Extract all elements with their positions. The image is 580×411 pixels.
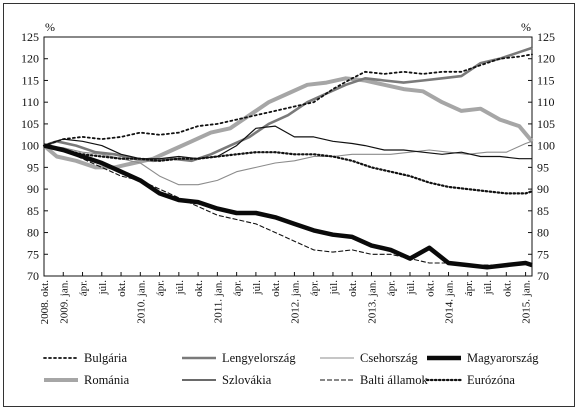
y-tick-label-left: 115 xyxy=(21,73,39,87)
legend-item: Lengyelország xyxy=(182,351,296,365)
x-tick-label: 2013. jan. xyxy=(366,280,378,324)
y-tick-label-right: 80 xyxy=(537,226,549,240)
y-unit-label-right: % xyxy=(521,20,531,34)
legend-label: Lengyelország xyxy=(222,351,296,365)
y-tick-label-right: 85 xyxy=(537,204,549,218)
chart-axes: 70 70 75 75 80 80 85 85 90 90 95 95 100 100 105 105 110 1… xyxy=(21,20,555,324)
legend-item: Csehország xyxy=(320,351,418,365)
y-tick-label-left: 110 xyxy=(21,95,39,109)
x-tick-label: júl. xyxy=(97,280,109,296)
x-tick-label: okt. xyxy=(347,280,359,297)
series-line-2 xyxy=(42,76,534,170)
legend-label: Csehország xyxy=(360,351,418,365)
x-tick-label: 2015. jan. xyxy=(521,280,533,324)
legend-item: Eurózóna xyxy=(425,373,515,387)
legend: Bulgária Lengyelország Csehország Magyarors… xyxy=(43,351,539,387)
series-line-1 xyxy=(43,53,533,147)
y-tick-label-left: 100 xyxy=(21,139,39,153)
y-tick-label-right: 105 xyxy=(537,117,555,131)
series-line-7 xyxy=(43,143,533,270)
legend-item: Magyarország xyxy=(427,351,539,365)
legend-label: Románia xyxy=(84,373,130,387)
x-tick-label: okt. xyxy=(424,280,436,297)
y-tick-label-left: 70 xyxy=(27,269,39,283)
y-tick-label-right: 70 xyxy=(537,269,549,283)
y-tick-label-left: 80 xyxy=(27,226,39,240)
x-tick-label: 2014. jan. xyxy=(444,280,456,324)
legend-item: Románia xyxy=(44,373,130,387)
y-unit-label-left: % xyxy=(45,20,55,34)
x-tick-label: ápr. xyxy=(309,280,321,296)
series-line-6 xyxy=(43,145,533,266)
x-tick-label: 2009. jan. xyxy=(58,280,70,324)
x-tick-label: 2012. jan. xyxy=(289,280,301,324)
x-tick-label: okt. xyxy=(270,280,282,297)
y-tick-label-left: 90 xyxy=(27,182,39,196)
y-tick-label-left: 120 xyxy=(21,52,39,66)
x-tick-label: ápr. xyxy=(78,280,90,296)
series-line-5 xyxy=(43,140,533,186)
y-tick-label-right: 100 xyxy=(537,139,555,153)
x-tick-label: okt. xyxy=(193,280,205,297)
series-line-4 xyxy=(43,125,532,160)
legend-label: Eurózóna xyxy=(467,373,515,387)
x-tick-label: júl. xyxy=(174,280,186,296)
series-line-3 xyxy=(43,46,533,163)
y-tick-label-right: 95 xyxy=(537,160,549,174)
series-layer xyxy=(42,46,534,270)
y-tick-label-left: 125 xyxy=(21,30,39,44)
x-tick-label: ápr. xyxy=(463,280,475,296)
chart-frame xyxy=(3,3,575,407)
x-tick-label: ápr. xyxy=(386,280,398,296)
legend-item: Balti államok xyxy=(320,373,428,387)
legend-label: Szlovákia xyxy=(222,373,272,387)
y-tick-label-right: 115 xyxy=(537,73,555,87)
y-tick-label-right: 75 xyxy=(537,247,549,261)
y-tick-label-left: 75 xyxy=(27,247,39,261)
legend-item: Bulgária xyxy=(43,351,127,365)
plot-area-border xyxy=(43,36,533,277)
x-tick-label: júl. xyxy=(482,280,494,296)
y-tick-label-right: 125 xyxy=(537,30,555,44)
x-tick-label: júl. xyxy=(251,280,263,296)
legend-label: Magyarország xyxy=(467,351,539,365)
x-tick-label: okt. xyxy=(116,280,128,297)
x-tick-label: 2010. jan. xyxy=(135,280,147,324)
x-tick-label: 2011. jan. xyxy=(212,280,224,324)
y-tick-label-left: 95 xyxy=(27,160,39,174)
y-tick-label-left: 85 xyxy=(27,204,39,218)
y-tick-label-left: 105 xyxy=(21,117,39,131)
x-tick-label: okt. xyxy=(501,280,513,297)
y-tick-label-right: 90 xyxy=(537,182,549,196)
x-tick-label: ápr. xyxy=(155,280,167,296)
y-tick-label-right: 110 xyxy=(537,95,555,109)
legend-item: Szlovákia xyxy=(182,373,272,387)
legend-label: Balti államok xyxy=(360,373,428,387)
legend-label: Bulgária xyxy=(84,351,127,365)
x-tick-label: 2008. okt. xyxy=(39,280,51,325)
y-tick-label-right: 120 xyxy=(537,52,555,66)
x-tick-label: júl. xyxy=(328,280,340,296)
x-tick-label: ápr. xyxy=(232,280,244,296)
series-line-8 xyxy=(42,144,534,195)
x-tick-label: júl. xyxy=(405,280,417,296)
